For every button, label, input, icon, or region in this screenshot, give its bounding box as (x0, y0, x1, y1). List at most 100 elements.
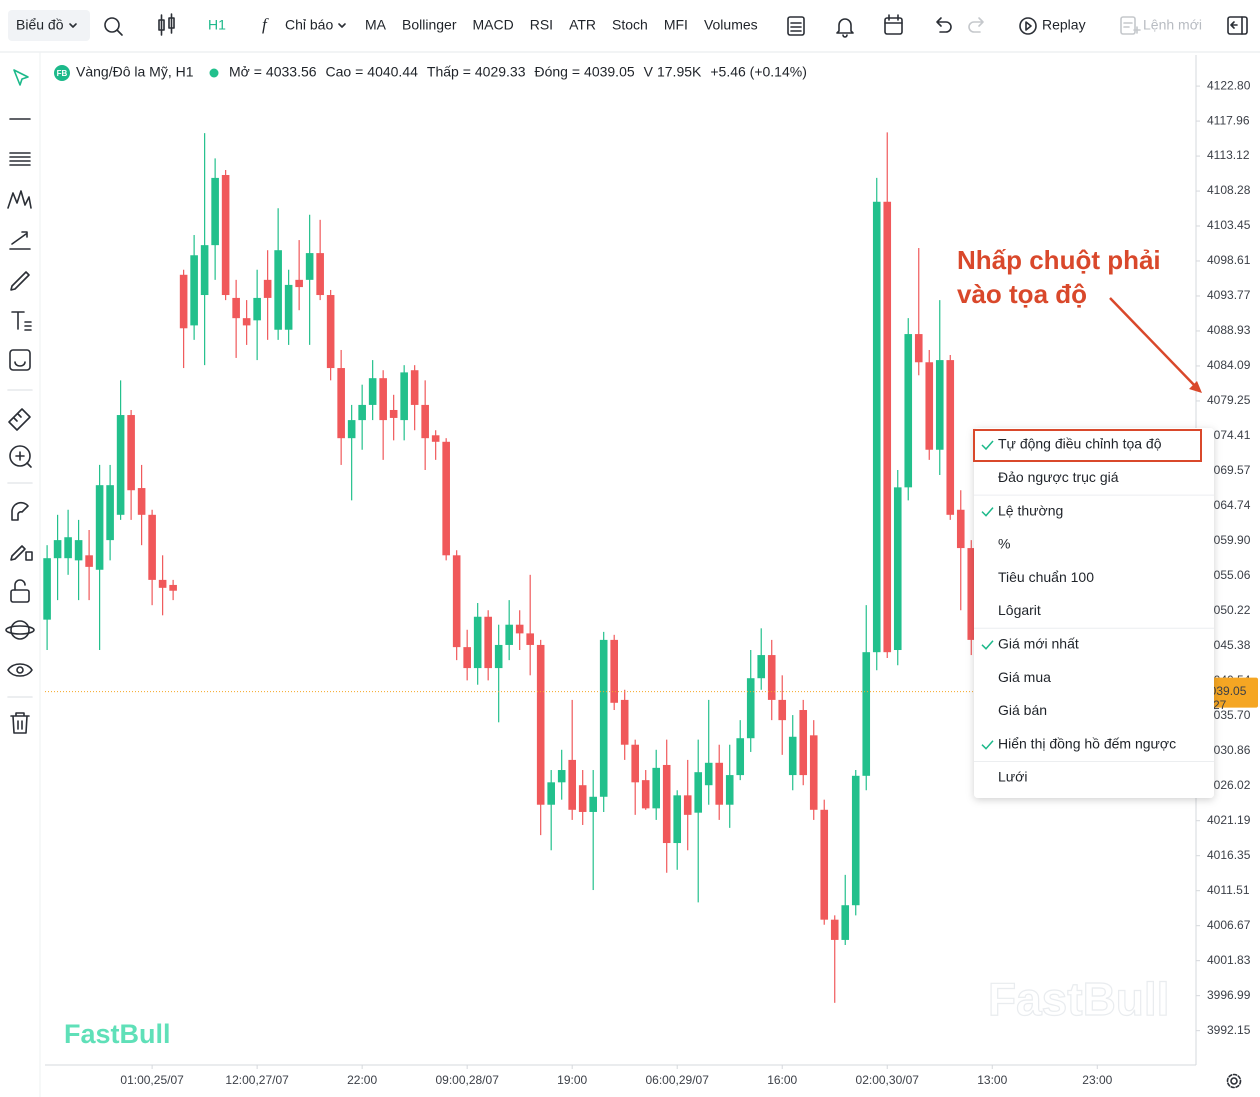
candle-body (925, 362, 934, 450)
template-icon[interactable] (787, 16, 805, 36)
candle-body (64, 537, 72, 559)
quick-indicator[interactable]: Volumes (704, 17, 758, 33)
chart-menu-button[interactable] (8, 10, 90, 41)
y-tick-label: 4084.09 (1207, 358, 1251, 372)
menu-item[interactable]: Hiển thị đồng hồ đếm ngược (998, 735, 1176, 751)
context-menu: Tự động điều chỉnh tọa độ Đảo ngược trục … (973, 428, 1214, 798)
menu-item[interactable]: Giá mới nhất (998, 636, 1079, 652)
chevron (338, 23, 346, 28)
menu-item[interactable]: Lôgarit (998, 602, 1041, 618)
alert-icon[interactable] (836, 18, 854, 38)
chart-menu[interactable]: Biểu đồ (16, 17, 64, 33)
candle-body (967, 548, 976, 640)
annotation-text: vào tọa độ (957, 279, 1087, 309)
candle-body (400, 372, 408, 421)
candle-body (463, 647, 471, 669)
candle-body (169, 584, 177, 591)
candle-body (610, 639, 618, 703)
quick-indicator[interactable]: Stoch (612, 17, 648, 33)
candle-body (578, 785, 587, 812)
candle-body (106, 485, 114, 541)
calendar-icon[interactable] (884, 14, 903, 35)
interval[interactable]: H1 (208, 17, 226, 33)
stat-value: 4033.56 (266, 64, 317, 80)
menu-item[interactable]: % (998, 536, 1010, 552)
x-tick-label: 01:00,25/07 (120, 1073, 184, 1087)
settings-icon[interactable] (1226, 1073, 1242, 1089)
candle-body (43, 558, 51, 620)
candle-body (568, 759, 576, 810)
symbol-badge: FB (57, 69, 68, 78)
quick-indicator[interactable]: RSI (530, 17, 553, 33)
candle-body (820, 809, 829, 920)
candle-body (673, 795, 682, 844)
indicators-menu[interactable]: Chỉ báo (285, 17, 333, 33)
replay-icon[interactable] (1019, 17, 1037, 35)
y-tick-label: 4006.67 (1207, 918, 1251, 932)
candle-body (305, 253, 314, 280)
candle-body (116, 415, 125, 515)
undo-icon[interactable] (936, 17, 952, 33)
candle-body (662, 764, 671, 844)
candle-body (862, 652, 871, 776)
candle-body (715, 762, 724, 805)
menu-item[interactable]: Giá bán (998, 702, 1047, 718)
x-tick-label: 16:00 (767, 1073, 797, 1087)
quick-indicator[interactable]: MACD (472, 17, 513, 33)
quick-indicator[interactable]: MA (365, 17, 387, 33)
candle-body (736, 738, 745, 776)
candle-icon[interactable] (158, 13, 175, 36)
candle-body (473, 616, 482, 669)
candle-body (410, 370, 419, 405)
quick-indicator[interactable]: Bollinger (402, 17, 457, 33)
candle-body (95, 485, 104, 570)
candle-body (127, 415, 135, 491)
y-tick-label: 4113.12 (1207, 148, 1250, 162)
panel-icon[interactable] (1227, 16, 1248, 35)
candle-body (935, 360, 944, 450)
search-icon[interactable] (104, 17, 123, 36)
candle-body (788, 736, 797, 776)
y-tick-label: 4069.57 (1207, 463, 1251, 477)
menu-item[interactable]: Giá mua (998, 669, 1051, 685)
drawing-tools[interactable] (5, 69, 35, 734)
change: +5.46 (+0.14%) (710, 64, 807, 80)
chevron (69, 23, 77, 28)
candle-body (368, 378, 377, 405)
menu-item[interactable]: Tiêu chuẩn 100 (998, 569, 1094, 585)
redo-icon[interactable] (968, 17, 984, 33)
candle-body (830, 919, 839, 940)
menu-item[interactable]: Lệ thường (998, 502, 1063, 518)
candle-body (599, 639, 608, 797)
menu-item[interactable]: Lưới (998, 769, 1027, 785)
y-tick-label: 4117.96 (1207, 113, 1250, 127)
menu-item[interactable]: Đảo ngược trục giá (998, 469, 1119, 485)
quick-indicators: MA Bollinger MACD RSI ATR Stoch MFI Volumes (365, 17, 758, 33)
x-tick-label: 06:00,29/07 (646, 1073, 710, 1087)
annotation-arrowhead (1189, 381, 1202, 393)
candle-body (295, 279, 303, 288)
x-tick-label: 19:00 (557, 1073, 587, 1087)
quick-indicator[interactable]: ATR (569, 17, 596, 33)
replay[interactable]: Replay (1042, 17, 1086, 33)
candle-body (253, 297, 261, 321)
y-tick-label: 4103.45 (1207, 218, 1251, 232)
menu-panel (974, 428, 1214, 798)
candle-body (53, 540, 62, 559)
menu-item[interactable]: Tự động điều chỉnh tọa độ (998, 436, 1162, 452)
menu-check (981, 640, 994, 650)
candle-body (683, 795, 692, 815)
candle-body (589, 796, 597, 812)
candle-body (484, 616, 492, 669)
candle-body (494, 644, 503, 669)
y-tick-label: 4098.61 (1207, 253, 1251, 267)
candle-body (232, 297, 240, 319)
symbol-badge-bg (54, 65, 70, 81)
candle-body (452, 555, 461, 648)
stat-label: Mở = (229, 64, 262, 80)
y-tick-label: 4016.35 (1207, 848, 1251, 862)
indicator-icon: f (262, 15, 269, 34)
candle-body (221, 175, 230, 296)
quick-indicator[interactable]: MFI (664, 17, 688, 33)
y-tick-label: 3992.15 (1207, 1023, 1251, 1037)
